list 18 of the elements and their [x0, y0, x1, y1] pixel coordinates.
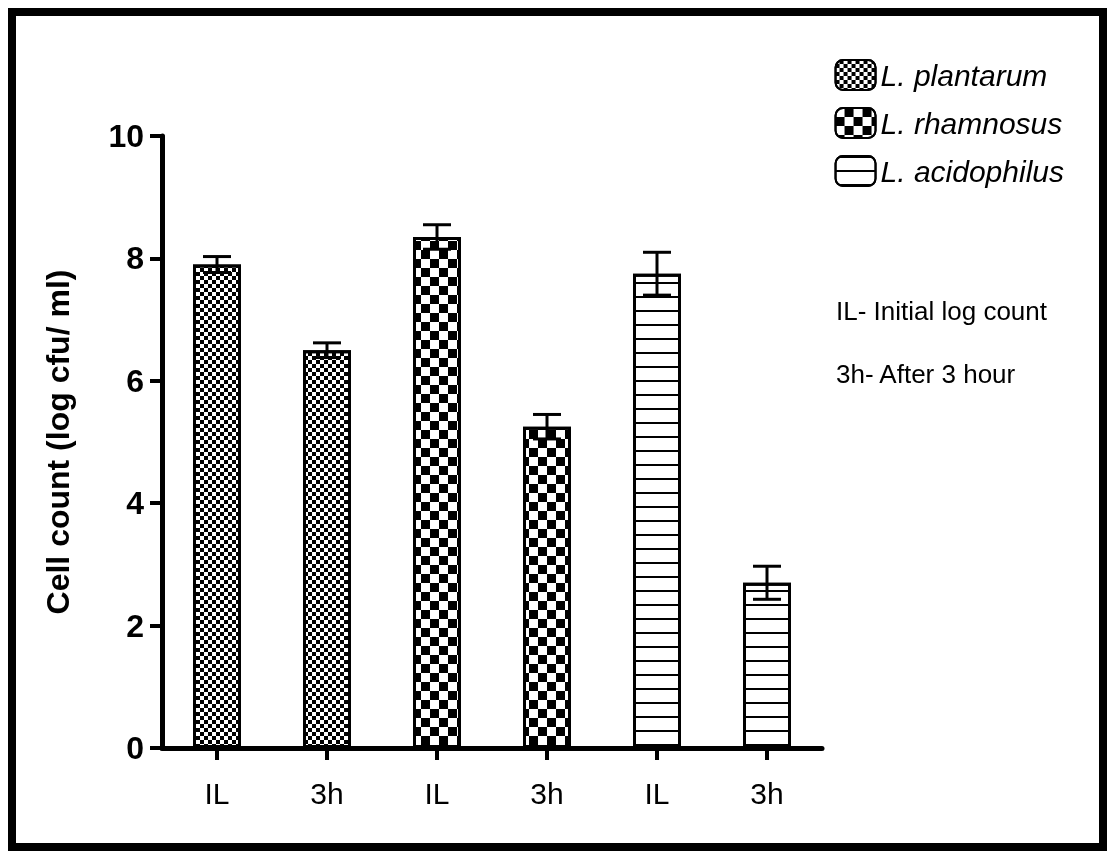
y-tick-label: 6	[126, 362, 144, 399]
y-tick-label: 0	[126, 730, 144, 766]
x-tick-label: 3h	[750, 776, 784, 810]
y-axis-title: Cell count (log cfu/ ml)	[40, 269, 76, 615]
x-tick-label: IL	[424, 776, 450, 810]
legend-label: L. rhamnosus	[880, 106, 1063, 140]
text: 3h- After 3 hour	[836, 359, 1016, 389]
y-tick-label: 2	[126, 607, 144, 644]
y-tick-label: 8	[126, 240, 144, 277]
x-tick-label: IL	[204, 776, 230, 810]
y-tick-label: 4	[126, 485, 145, 522]
legend-label: L. acidophilus	[880, 154, 1065, 188]
x-tick-label: 3h	[530, 776, 564, 810]
text: IL- Initial log count	[836, 296, 1048, 326]
x-tick-label: IL	[644, 776, 670, 810]
legend-label: L. plantarum	[880, 58, 1048, 92]
y-tick-label: 10	[108, 118, 144, 154]
x-tick-label: 3h	[310, 776, 344, 810]
